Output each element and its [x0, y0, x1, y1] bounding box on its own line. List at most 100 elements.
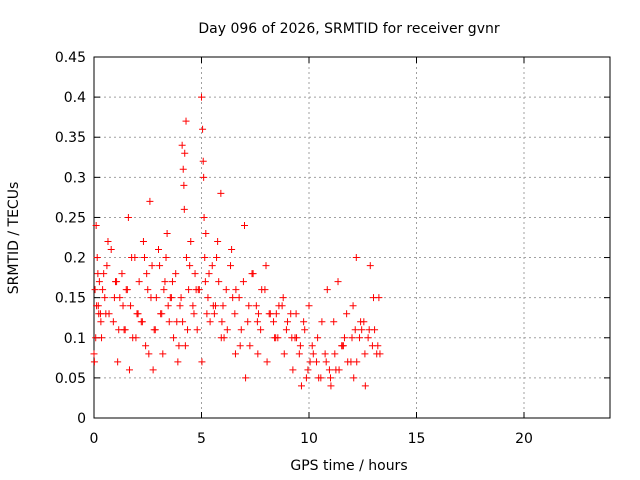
data-point: [119, 302, 127, 310]
data-point: [364, 334, 372, 342]
data-point: [254, 350, 262, 358]
data-point: [327, 374, 334, 382]
y-tick-label: 0.2: [64, 251, 86, 267]
data-point: [199, 157, 207, 165]
data-point: [148, 262, 156, 270]
data-point: [163, 229, 171, 237]
data-point: [262, 262, 270, 270]
data-point: [297, 382, 305, 390]
data-point: [361, 350, 369, 358]
data-point: [284, 318, 291, 326]
data-point: [141, 254, 149, 262]
data-point: [368, 342, 376, 350]
data-point: [172, 270, 180, 278]
data-point: [182, 254, 190, 262]
y-tick-label: 0.05: [55, 371, 86, 387]
data-point: [351, 326, 359, 334]
data-point: [127, 302, 135, 310]
data-point: [181, 149, 189, 157]
data-point: [94, 270, 102, 278]
data-point: [211, 302, 219, 310]
data-point: [110, 294, 118, 302]
data-point: [321, 350, 329, 358]
data-point: [166, 294, 174, 302]
data-point: [213, 254, 221, 262]
data-point: [309, 350, 317, 358]
data-point: [201, 254, 209, 262]
data-point: [323, 286, 331, 294]
data-point: [92, 334, 100, 342]
data-point: [151, 326, 159, 334]
data-point: [180, 205, 188, 213]
data-point: [241, 221, 248, 229]
data-point: [142, 342, 150, 350]
data-point: [366, 262, 374, 270]
data-point: [375, 294, 383, 302]
data-point: [128, 254, 136, 262]
data-point: [113, 278, 121, 286]
data-point: [349, 302, 357, 310]
data-point: [200, 173, 208, 181]
data-point: [356, 334, 364, 342]
data-point: [191, 270, 199, 278]
data-point: [95, 278, 103, 286]
data-point: [95, 310, 103, 318]
data-point: [181, 342, 189, 350]
data-point: [123, 286, 131, 294]
data-point: [179, 318, 187, 326]
data-point: [219, 302, 227, 310]
x-tick-label: 0: [90, 431, 99, 447]
data-point: [332, 366, 340, 374]
data-point: [296, 342, 304, 350]
data-point: [322, 358, 330, 366]
data-point: [272, 334, 280, 342]
data-point: [121, 326, 129, 334]
data-point: [358, 326, 366, 334]
x-tick-labels: 0 5 10 15 20: [90, 431, 533, 447]
data-point: [278, 302, 286, 310]
data-point: [263, 358, 271, 366]
data-point: [182, 117, 190, 125]
x-tick-label: 20: [515, 431, 533, 447]
data-point: [327, 382, 335, 390]
data-point: [104, 238, 112, 246]
data-point: [330, 318, 338, 326]
data-point: [293, 334, 301, 342]
data-point: [161, 278, 169, 286]
data-point: [168, 278, 176, 286]
data-point: [331, 350, 339, 358]
data-point: [103, 262, 111, 270]
y-tick-label: 0.15: [55, 291, 86, 307]
data-point: [244, 318, 252, 326]
data-point: [115, 326, 123, 334]
data-point: [348, 334, 356, 342]
data-point: [139, 238, 147, 246]
data-point: [305, 302, 313, 310]
data-point: [190, 310, 198, 318]
data-point: [308, 342, 316, 350]
data-point: [306, 358, 314, 366]
data-point: [158, 310, 166, 318]
data-point: [91, 286, 99, 294]
data-point: [185, 286, 193, 294]
data-point: [149, 366, 157, 374]
data-point: [135, 278, 143, 286]
data-point: [210, 310, 218, 318]
data-point: [334, 278, 342, 286]
data-point: [198, 358, 206, 366]
axis-ticks: [93, 56, 610, 419]
data-point: [143, 270, 151, 278]
data-point: [235, 294, 243, 302]
data-point: [208, 262, 216, 270]
data-point: [295, 350, 303, 358]
data-point: [228, 246, 236, 254]
data-point: [107, 246, 115, 254]
data-point: [280, 350, 288, 358]
data-point: [261, 286, 269, 294]
data-point: [180, 181, 188, 189]
y-tick-label: 0.35: [55, 130, 86, 146]
data-point: [101, 294, 109, 302]
data-point: [289, 366, 297, 374]
data-point: [371, 326, 379, 334]
